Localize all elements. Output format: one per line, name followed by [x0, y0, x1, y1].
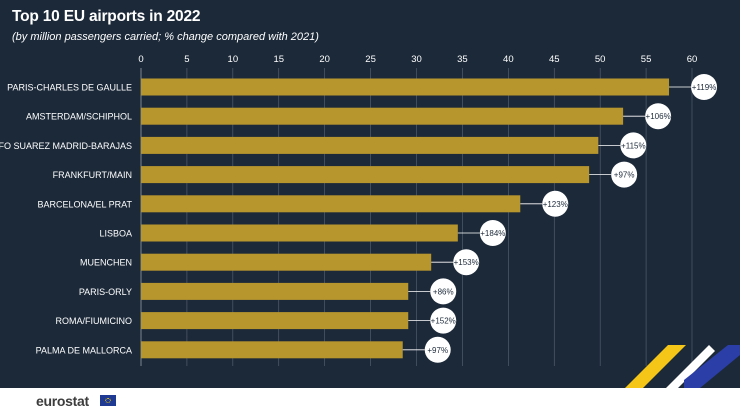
yellow-stripe-decoration [625, 345, 686, 388]
change-label: +97% [427, 346, 448, 355]
bar-chart: 0 5 10 15 20 25 30 35 40 45 50 55 60 PARIS-CHARLES D… [0, 54, 740, 388]
blue-stripe-decoration [684, 345, 740, 388]
chart-panel: Top 10 EU airports in 2022 (by million p… [0, 0, 740, 388]
x-tick-label: 40 [503, 54, 514, 65]
white-stripe-decoration [666, 345, 715, 388]
change-bubble [611, 161, 638, 188]
x-tick-label: 20 [319, 54, 330, 65]
change-label: +119% [692, 83, 717, 92]
change-bubble [620, 132, 647, 159]
change-bubble [453, 249, 480, 276]
change-label: +97% [614, 171, 635, 180]
bar [141, 253, 432, 271]
eurostat-logo: eurostat [36, 393, 89, 409]
category-label: PARIS-CHARLES DE GAULLE [7, 83, 132, 93]
chart-title: Top 10 EU airports in 2022 [12, 8, 201, 25]
x-tick-label: 0 [138, 54, 143, 65]
category-label: PARIS-ORLY [79, 287, 132, 297]
category-label: BARCELONA/EL PRAT [37, 199, 132, 209]
x-tick-label: 15 [273, 54, 284, 65]
change-bubble [542, 190, 569, 217]
x-tick-label: 50 [595, 54, 606, 65]
x-tick-label: 35 [457, 54, 468, 65]
x-tick-label: 55 [641, 54, 652, 65]
x-tick-label: 10 [228, 54, 239, 65]
bar [141, 282, 409, 300]
bar [141, 195, 521, 213]
bar [141, 78, 670, 96]
change-bubble [691, 74, 718, 100]
change-label: +152% [431, 317, 456, 326]
change-bubble [479, 220, 506, 246]
bar [141, 107, 624, 125]
bar [141, 312, 409, 330]
change-label: +123% [543, 200, 568, 209]
change-label: +153% [454, 258, 479, 267]
x-tick-label: 25 [365, 54, 376, 65]
change-bubble [430, 307, 457, 334]
x-tick-label: 45 [549, 54, 560, 65]
eu-flag-icon [100, 395, 116, 406]
category-label: AMSTERDAM/SCHIPHOL [26, 112, 132, 122]
category-label: MUENCHEN [80, 258, 132, 268]
category-label: ROMA/FIUMICINO [56, 316, 133, 326]
category-label: FRANKFURT/MAIN [53, 170, 132, 180]
footer [0, 388, 740, 416]
bar [141, 224, 458, 242]
chart-subtitle: (by million passengers carried; % change… [12, 31, 319, 43]
category-label: ADOLFO SUAREZ MADRID-BARAJAS [0, 141, 132, 151]
change-label: +115% [621, 141, 646, 150]
change-label: +86% [433, 287, 454, 296]
change-bubble [424, 336, 451, 363]
bar [141, 136, 599, 154]
x-tick-label: 30 [411, 54, 422, 65]
category-label: LISBOA [99, 229, 132, 239]
x-tick-label: 60 [687, 54, 698, 65]
change-label: +184% [480, 229, 505, 238]
change-bubble [430, 278, 457, 305]
bar [141, 341, 403, 359]
x-tick-label: 5 [184, 54, 189, 65]
bar [141, 166, 590, 184]
change-label: +106% [646, 112, 671, 121]
change-bubble [645, 103, 672, 130]
category-label: PALMA DE MALLORCA [36, 345, 132, 355]
